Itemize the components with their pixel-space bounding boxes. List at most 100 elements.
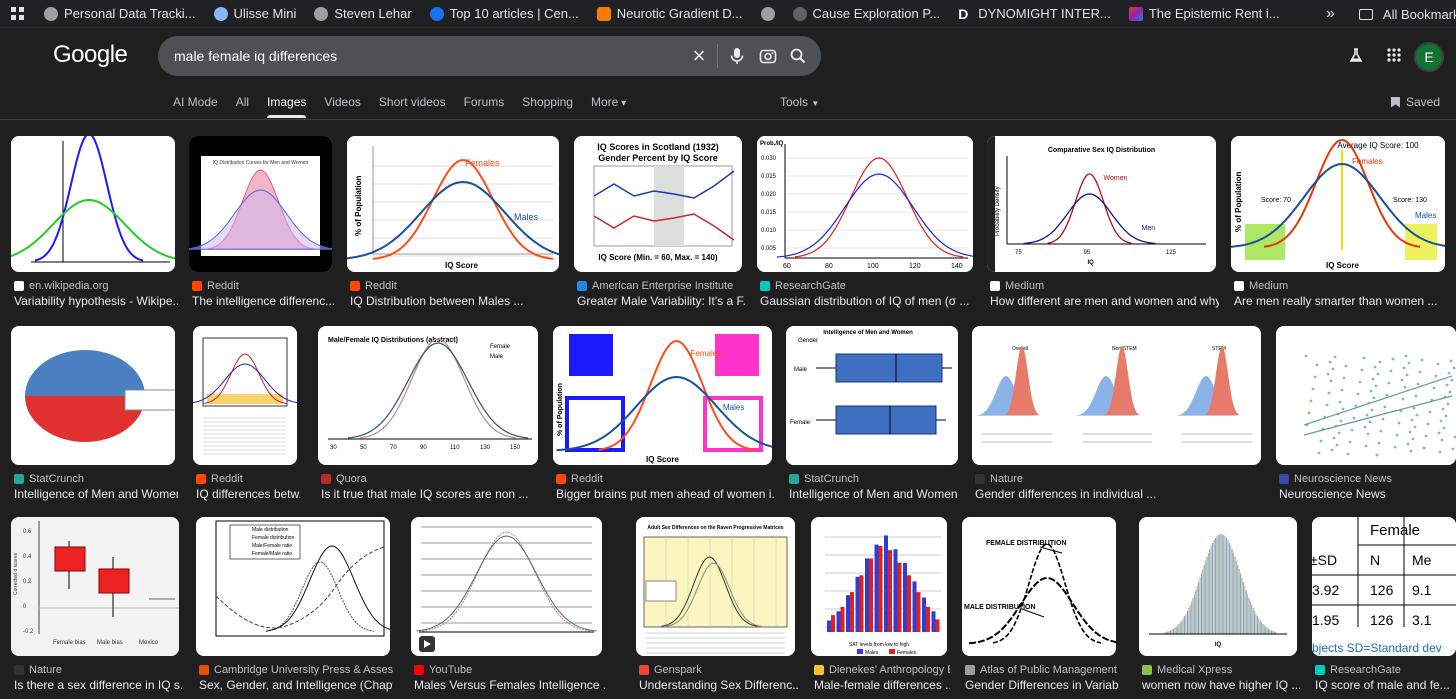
google-logo[interactable]: Google: [53, 41, 128, 68]
apps-icon[interactable]: [1386, 47, 1402, 68]
microphone-icon[interactable]: [727, 46, 747, 66]
result-source[interactable]: StatCrunch: [14, 473, 178, 485]
result-thumbnail[interactable]: SAT levels from low to high Males Female…: [811, 517, 947, 656]
result-source[interactable]: Quora: [321, 473, 541, 485]
image-result[interactable]: en.wikipedia.org Variability hypothesis -…: [11, 136, 178, 322]
image-result[interactable]: IQ Scores in Scotland (1932) Gender Perc…: [574, 136, 745, 322]
bookmark-item[interactable]: Personal Data Tracki...: [36, 6, 206, 21]
result-source[interactable]: Reddit: [350, 280, 562, 292]
image-result[interactable]: YouTube Males Versus Females Intelligence…: [411, 517, 605, 699]
result-title[interactable]: women now have higher IQ ...: [1142, 678, 1300, 692]
result-thumbnail[interactable]: Adult Sex Differences on the Raven Progr…: [636, 517, 795, 656]
image-result[interactable]: Female ±SD N Me 3.92 126 9.1 1.95 126 3.1 bject…: [1312, 517, 1456, 699]
result-thumbnail[interactable]: [11, 326, 175, 465]
result-thumbnail[interactable]: [11, 136, 175, 272]
result-title[interactable]: How different are men and women and why.…: [990, 294, 1219, 308]
image-result[interactable]: Comparative Sex IQ Distribution Women Men…: [987, 136, 1219, 322]
result-thumbnail[interactable]: IQ: [1139, 517, 1297, 656]
result-source[interactable]: Cambridge University Press & Assessment: [199, 664, 393, 676]
image-result[interactable]: Male distribution Female distribution Male…: [196, 517, 393, 699]
result-title[interactable]: IQ score of male and fe...: [1315, 678, 1450, 692]
result-thumbnail[interactable]: Average IQ Score: 100 Females Males Score…: [1231, 136, 1445, 272]
result-thumbnail[interactable]: Male distribution Female distribution Male…: [196, 517, 390, 656]
image-result[interactable]: Intelligence of Men and Women Gender Male…: [786, 326, 958, 515]
result-title[interactable]: Variability hypothesis - Wikipe...: [14, 294, 178, 308]
search-icon[interactable]: [788, 46, 808, 66]
result-title[interactable]: Males Versus Females Intelligence ...: [414, 678, 605, 692]
result-title[interactable]: Is there a sex difference in IQ s...: [14, 678, 182, 692]
result-title[interactable]: Male-female differences ...: [814, 678, 950, 692]
result-title[interactable]: Greater Male Variability: It's a F...: [577, 294, 745, 308]
saved-button[interactable]: Saved: [1390, 95, 1440, 109]
result-thumbnail[interactable]: [411, 517, 602, 656]
image-result[interactable]: 0.6 0.4 0.2 0 -0.2 Corrected d scores Female…: [11, 517, 182, 699]
tab-all[interactable]: All: [236, 95, 249, 118]
image-result[interactable]: Females Males % of Population IQ Score Red…: [347, 136, 559, 322]
result-title[interactable]: Are men really smarter than women ...: [1234, 294, 1438, 308]
tab-more[interactable]: More ▾: [591, 95, 626, 118]
result-source[interactable]: Medium: [1234, 280, 1448, 292]
result-title[interactable]: IQ differences betw...: [196, 487, 300, 501]
result-thumbnail[interactable]: FEMALE DISTRIBUTION MALE DISTRIBUTION: [962, 517, 1116, 656]
image-result[interactable]: IQ Score Females Males % of Population Red…: [553, 326, 775, 515]
bookmark-item[interactable]: [753, 6, 785, 21]
result-title[interactable]: Understanding Sex Differenc...: [639, 678, 798, 692]
bookmark-item[interactable]: Ulisse Mini: [206, 6, 307, 21]
result-title[interactable]: Gaussian distribution of IQ of men (σ ..…: [760, 294, 970, 308]
result-source[interactable]: YouTube: [414, 664, 605, 676]
result-title[interactable]: Gender Differences in Variabil...: [965, 678, 1119, 692]
more-bookmarks-chevron[interactable]: »: [1326, 5, 1335, 22]
bookmark-item[interactable]: The Epistemic Rent i...: [1121, 6, 1290, 21]
result-source[interactable]: Atlas of Public Management: [965, 664, 1119, 676]
result-thumbnail[interactable]: 0.6 0.4 0.2 0 -0.2 Corrected d scores Female…: [11, 517, 179, 656]
result-source[interactable]: American Enterprise Institute: [577, 280, 745, 292]
result-title[interactable]: Neuroscience News: [1279, 487, 1386, 501]
image-result[interactable]: FEMALE DISTRIBUTION MALE DISTRIBUTION Atl…: [962, 517, 1119, 699]
image-result[interactable]: Adult Sex Differences on the Raven Progr…: [636, 517, 798, 699]
tab-forums[interactable]: Forums: [464, 95, 505, 118]
labs-flask-icon[interactable]: [1348, 47, 1364, 68]
image-result[interactable]: SAT levels from low to high Males Female…: [811, 517, 950, 699]
image-result[interactable]: IQ Medical Xpress women now have higher IQ…: [1139, 517, 1300, 699]
tools-button[interactable]: Tools ▼: [780, 95, 819, 109]
image-result[interactable]: Male/Female IQ Distributions (abstract) …: [318, 326, 538, 515]
result-source[interactable]: Medium: [990, 280, 1219, 292]
lens-icon[interactable]: [758, 46, 778, 66]
clear-icon[interactable]: ×: [692, 43, 706, 68]
result-source[interactable]: Reddit: [196, 473, 300, 485]
result-thumbnail[interactable]: Prob./IQ 0.030 0.025 0.020 0.015 0.010 0.005 …: [757, 136, 973, 272]
result-source[interactable]: StatCrunch: [789, 473, 961, 485]
result-source[interactable]: Dienekes' Anthropology Bl...: [814, 664, 950, 676]
result-source[interactable]: Medical Xpress: [1142, 664, 1300, 676]
image-result[interactable]: StatCrunch Intelligence of Men and Women: [11, 326, 178, 515]
search-input[interactable]: male female iq differences: [174, 48, 338, 64]
result-thumbnail[interactable]: [1276, 326, 1456, 465]
bookmark-item[interactable]: Cause Exploration P...: [785, 6, 951, 21]
result-title[interactable]: Intelligence of Men and Women: [14, 487, 178, 501]
result-thumbnail[interactable]: Females Males % of Population IQ Score: [347, 136, 559, 272]
result-thumbnail[interactable]: IQ Distribution Curves for Men and Women: [189, 136, 332, 272]
result-thumbnail[interactable]: IQ Scores in Scotland (1932) Gender Perc…: [574, 136, 742, 272]
result-source[interactable]: ResearchGate: [1315, 664, 1456, 676]
result-title[interactable]: Gender differences in individual ...: [975, 487, 1157, 501]
result-source[interactable]: ResearchGate: [760, 280, 976, 292]
result-source[interactable]: Neuroscience News: [1279, 473, 1456, 485]
tab-short-videos[interactable]: Short videos: [379, 95, 446, 118]
image-result[interactable]: IQ Distribution Curves for Men and Women…: [189, 136, 335, 322]
result-title[interactable]: The intelligence differenc...: [192, 294, 335, 308]
result-title[interactable]: Intelligence of Men and Women: [789, 487, 958, 501]
result-thumbnail[interactable]: Intelligence of Men and Women Gender Male…: [786, 326, 958, 465]
result-title[interactable]: Is it true that male IQ scores are non .…: [321, 487, 529, 501]
result-source[interactable]: Reddit: [556, 473, 775, 485]
image-result[interactable]: Reddit IQ differences betw...: [193, 326, 300, 515]
image-result[interactable]: Overall Non-STEM STEM Nature Gender differe…: [972, 326, 1261, 515]
result-thumbnail[interactable]: Female ±SD N Me 3.92 126 9.1 1.95 126 3.1 bject…: [1312, 517, 1456, 656]
result-thumbnail[interactable]: IQ Score Females Males % of Population: [553, 326, 772, 465]
result-title[interactable]: Sex, Gender, and Intelligence (Chapter..…: [199, 678, 393, 692]
result-source[interactable]: Nature: [975, 473, 1264, 485]
image-result[interactable]: Average IQ Score: 100 Females Males Score…: [1231, 136, 1445, 322]
bookmark-item[interactable]: D DYNOMIGHT INTER...: [950, 6, 1121, 21]
apps-grid-icon[interactable]: [0, 6, 36, 21]
result-source[interactable]: Reddit: [192, 280, 335, 292]
all-bookmarks-link[interactable]: All Bookmarks: [1382, 6, 1456, 22]
